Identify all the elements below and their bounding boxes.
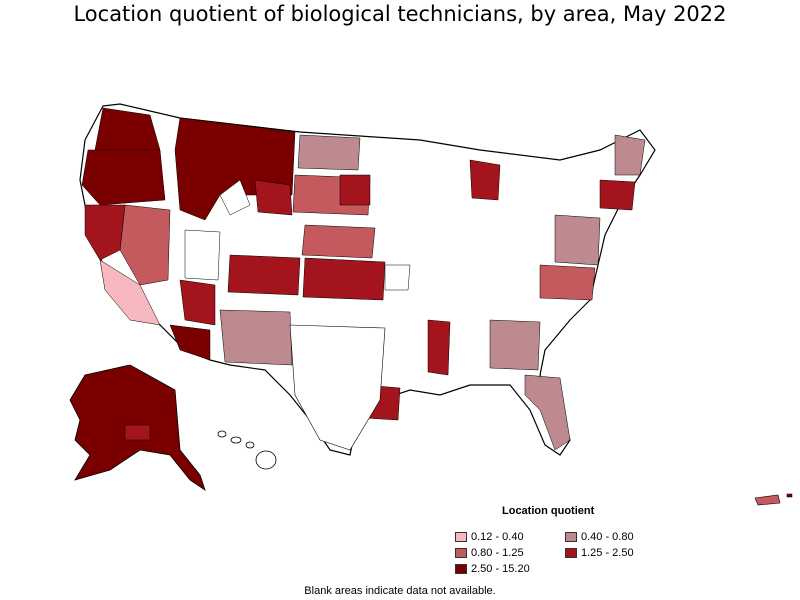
region-virgin-islands <box>786 493 793 498</box>
legend-item: 1.25 - 2.50 <box>565 547 634 559</box>
legend-item: 0.80 - 1.25 <box>455 547 524 559</box>
legend-label: 0.12 - 0.40 <box>471 531 524 543</box>
footnote: Blank areas indicate data not available. <box>304 585 496 597</box>
region-oregon <box>81 149 166 206</box>
region-new-mexico <box>219 309 293 366</box>
region-maine <box>614 134 646 176</box>
legend-label: 0.40 - 0.80 <box>581 531 634 543</box>
region-texas <box>289 324 386 451</box>
region-arizona <box>179 279 216 326</box>
legend-swatch <box>565 548 577 559</box>
region-kansas <box>302 257 386 301</box>
region-north-dakota <box>297 134 361 171</box>
region-southern-california <box>99 259 161 326</box>
legend-item: 0.40 - 0.80 <box>565 531 634 543</box>
region-iowa-mo <box>384 264 411 291</box>
legend-swatch <box>455 548 467 559</box>
region-colorado-west <box>227 254 301 296</box>
region-virginia <box>539 264 596 301</box>
legend-swatch <box>455 532 467 543</box>
region-new-england <box>599 179 636 211</box>
hawaii-islands <box>217 430 277 470</box>
legend-title: Location quotient <box>502 505 595 517</box>
region-mississippi <box>427 319 451 376</box>
region-alaska-southcentral <box>124 424 151 441</box>
region-florida <box>524 374 571 451</box>
legend-label: 1.25 - 2.50 <box>581 547 634 559</box>
region-georgia <box>489 319 541 371</box>
legend-item: 0.12 - 0.40 <box>455 531 524 543</box>
region-wyoming-north <box>254 179 293 216</box>
region-northern-california <box>84 204 126 261</box>
legend-swatch <box>565 532 577 543</box>
region-arizona-south <box>169 324 211 361</box>
legend-swatch <box>455 564 467 575</box>
legend-item: 2.50 - 15.20 <box>455 563 530 575</box>
legend-label: 2.50 - 15.20 <box>471 563 530 575</box>
region-utah <box>184 229 221 281</box>
region-nebraska <box>301 224 376 259</box>
legend-label: 0.80 - 1.25 <box>471 547 524 559</box>
map-title: Location quotient of biological technici… <box>73 2 727 26</box>
region-minnesota-west <box>339 174 371 206</box>
region-puerto-rico <box>754 494 781 506</box>
region-michigan <box>469 159 501 201</box>
region-mid-atlantic <box>554 214 601 266</box>
region-montana-inner <box>219 179 251 216</box>
